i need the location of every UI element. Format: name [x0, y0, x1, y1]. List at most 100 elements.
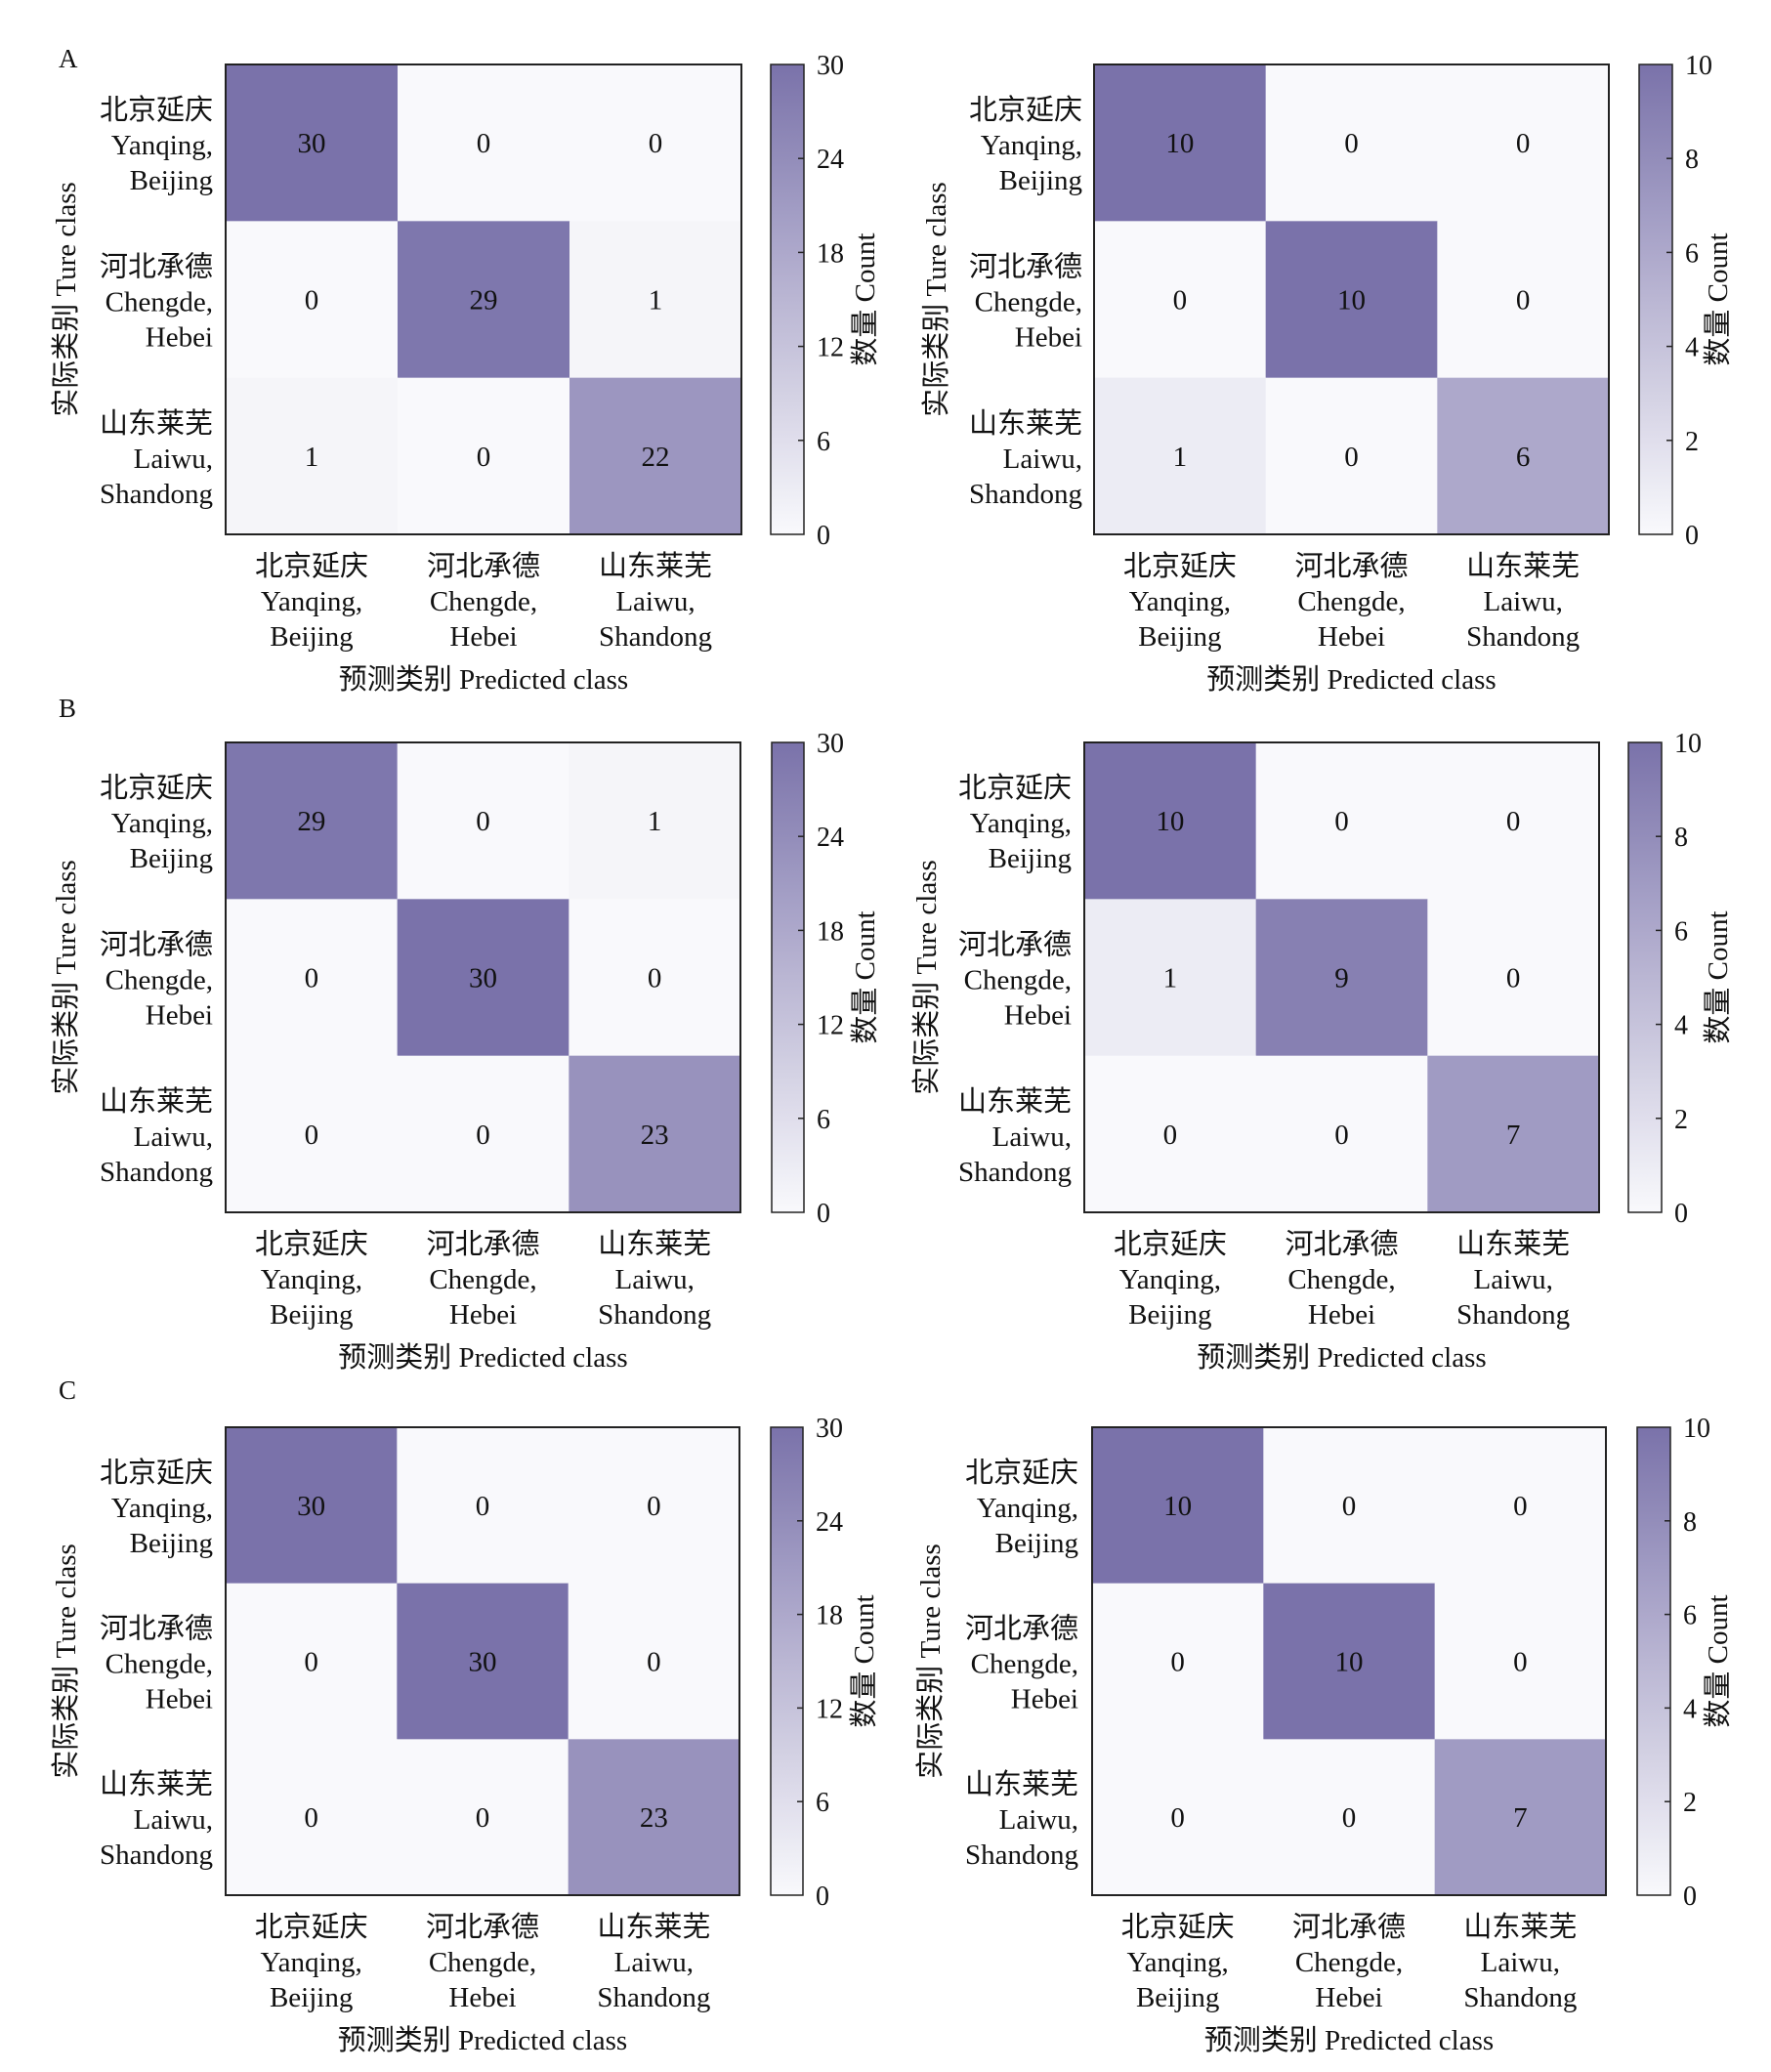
cell-value-label: 0: [305, 1120, 319, 1151]
cell-value-label: 7: [1506, 1120, 1521, 1151]
colorbar: [770, 63, 805, 535]
heatmap-cell: [1263, 1427, 1436, 1585]
x-tick-label: 山东莱芜 Laiwu, Shandong: [1456, 1228, 1570, 1331]
x-tick-label: 河北承德 Chengde, Hebei: [426, 1228, 539, 1331]
x-axis-title: 预测类别 Predicted class: [338, 2024, 627, 2056]
colorbar-tick-label: 6: [817, 427, 830, 457]
confusion-matrix-panel-a-left: 30 0 0 0 29 1 1 0 22 北京延庆 Yanqing, Beijing 河北承德 Cheng…: [50, 51, 881, 696]
colorbar: [1638, 63, 1673, 535]
y-tick-label: 北京延庆 Yanqing, Beijing: [100, 1457, 213, 1559]
cell-value-label: 0: [647, 1647, 661, 1678]
confusion-matrix-panel-c-right: 10 0 0 0 10 0 0 0 7 北京延庆 Yanqing, Beijing 河北承德 Chengd…: [914, 1414, 1734, 2056]
colorbar-label: 数量 Count: [1702, 233, 1734, 365]
heatmap-cell: [398, 221, 570, 379]
x-tick-label: 河北承德 Chengde, Hebei: [1285, 1228, 1398, 1331]
heatmap-cell: [1427, 899, 1600, 1057]
cell-value-label: 29: [470, 285, 498, 317]
y-tick-label: 河北承德 Chengde, Hebei: [965, 1613, 1078, 1715]
heatmap-cell: [226, 1055, 399, 1213]
heatmap-cell: [398, 377, 570, 535]
heatmap-cell: [568, 1739, 740, 1896]
colorbar-tick-label: 6: [816, 1788, 829, 1818]
x-tick-label: 北京延庆 Yanqing, Beijing: [255, 1228, 368, 1331]
x-tick-label: 山东莱芜 Laiwu, Shandong: [1463, 1911, 1577, 2013]
x-tick-label: 山东莱芜 Laiwu, Shandong: [599, 550, 712, 653]
y-axis-title: 实际类别 Ture class: [50, 182, 82, 417]
cell-value-label: 1: [648, 806, 662, 837]
cell-value-label: 7: [1513, 1802, 1528, 1834]
cell-value-label: 1: [649, 285, 663, 317]
heatmap-cell: [1265, 377, 1438, 535]
heatmap-cell: [568, 1583, 740, 1740]
cell-value-label: 30: [469, 963, 497, 994]
cell-value-label: 0: [1173, 285, 1188, 317]
y-axis-title: 实际类别 Ture class: [914, 1543, 947, 1779]
heatmap-cell: [1265, 64, 1438, 222]
x-tick-label: 北京延庆 Yanqing, Beijing: [1121, 1911, 1235, 2013]
heatmap-cell: [569, 64, 742, 222]
cell-value-label: 10: [1335, 1647, 1364, 1678]
x-axis-title: 预测类别 Predicted class: [338, 1341, 627, 1374]
colorbar-tick-label: 8: [1685, 145, 1699, 175]
colorbar-tick-label: 6: [1674, 916, 1688, 947]
cell-value-label: 10: [1337, 285, 1366, 317]
cell-value-label: 0: [476, 1491, 490, 1522]
cell-value-label: 0: [1170, 1647, 1185, 1678]
colorbar-tick-label: 30: [817, 729, 844, 759]
x-tick-label: 河北承德 Chengde, Hebei: [1294, 550, 1408, 653]
colorbar: [1627, 741, 1663, 1213]
x-tick-label: 北京延庆 Yanqing, Beijing: [1114, 1228, 1227, 1331]
colorbar-tick-label: 18: [817, 916, 844, 947]
colorbar: [771, 741, 805, 1213]
heatmap-cell: [1434, 1427, 1607, 1585]
cell-value-label: 0: [649, 128, 663, 159]
heatmap-cell: [397, 1583, 569, 1740]
heatmap-cell: [1094, 221, 1267, 379]
colorbar-label: 数量 Count: [849, 233, 881, 365]
colorbar-label: 数量 Count: [848, 1594, 880, 1727]
colorbar-tick-label: 2: [1683, 1788, 1697, 1818]
heatmap-cell: [397, 1055, 569, 1213]
cell-value-label: 1: [305, 442, 319, 473]
colorbar-tick-label: 0: [817, 1199, 830, 1229]
colorbar-tick-label: 2: [1685, 427, 1699, 457]
cell-value-label: 6: [1516, 442, 1531, 473]
colorbar-tick-label: 0: [1685, 521, 1699, 551]
cell-value-label: 0: [305, 963, 319, 994]
colorbar-tick-label: 18: [817, 238, 844, 269]
colorbar-tick-label: 12: [817, 333, 844, 363]
y-axis-title: 实际类别 Ture class: [50, 1543, 82, 1779]
cell-value-label: 0: [1334, 1120, 1349, 1151]
x-tick-label: 河北承德 Chengde, Hebei: [426, 1911, 539, 2013]
colorbar-label: 数量 Count: [1702, 910, 1734, 1043]
heatmap-cell: [397, 1427, 569, 1585]
heatmap-cell: [397, 1739, 569, 1896]
heatmap-cell: [569, 899, 741, 1057]
heatmap-cell: [1263, 1583, 1436, 1740]
cell-value-label: 0: [648, 963, 662, 994]
colorbar-tick-label: 24: [817, 145, 844, 175]
y-tick-label: 北京延庆 Yanqing, Beijing: [965, 1457, 1078, 1559]
y-tick-label: 河北承德 Chengde, Hebei: [969, 251, 1082, 354]
heatmap-cell: [397, 899, 569, 1057]
cell-value-label: 1: [1163, 963, 1178, 994]
panel-letter-a: A: [59, 44, 78, 73]
heatmap-frame: [1083, 741, 1600, 1213]
cell-value-label: 29: [297, 806, 325, 837]
heatmap-cell: [226, 221, 399, 379]
colorbar-tick-label: 6: [1685, 238, 1699, 269]
colorbar-tick-label: 4: [1685, 333, 1699, 363]
cell-value-label: 0: [305, 285, 319, 317]
colorbar-tick-label: 0: [816, 1882, 829, 1912]
heatmap-cell: [1092, 1583, 1264, 1740]
cell-value-label: 0: [1342, 1491, 1357, 1522]
cell-value-label: 0: [1342, 1802, 1357, 1834]
cell-value-label: 10: [1165, 128, 1194, 159]
y-tick-label: 山东莱芜 Laiwu, Shandong: [958, 1085, 1072, 1188]
cell-value-label: 0: [1344, 442, 1359, 473]
panel-letter-b: B: [59, 694, 76, 723]
heatmap-cell: [226, 742, 399, 900]
colorbar-tick-label: 24: [816, 1507, 843, 1538]
colorbar-tick-label: 18: [816, 1601, 843, 1631]
